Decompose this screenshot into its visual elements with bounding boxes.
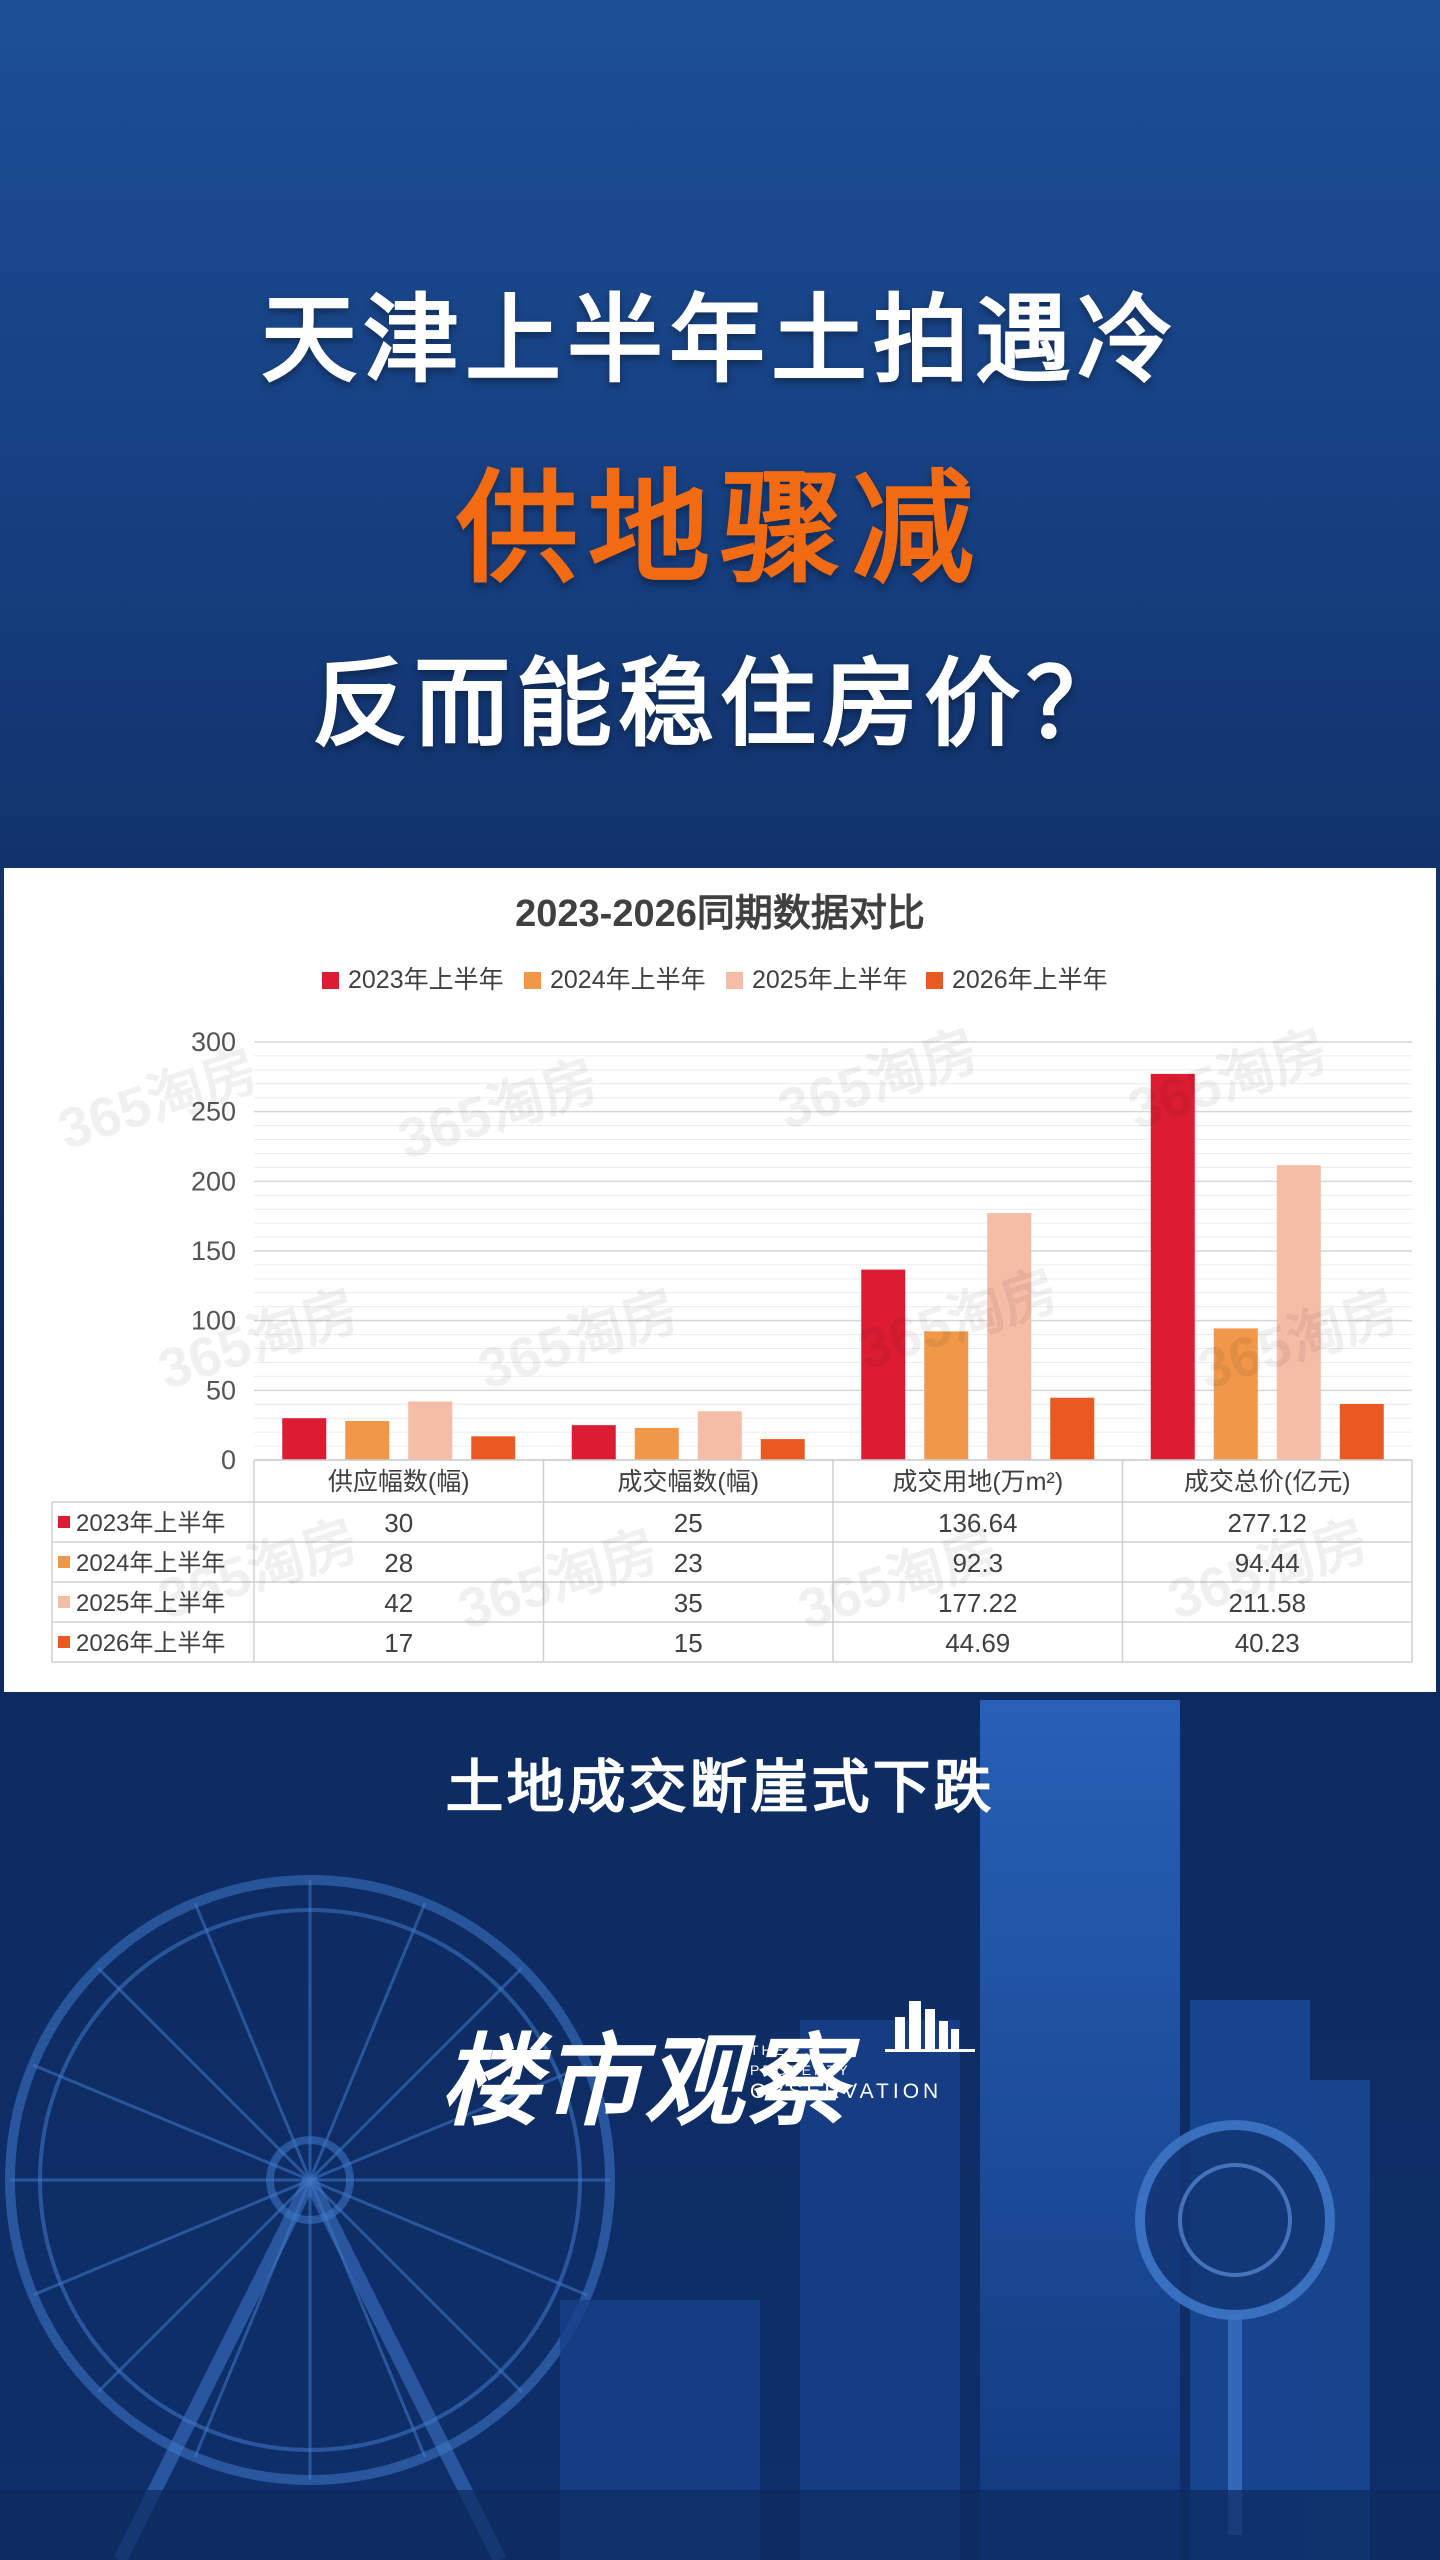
legend-label-2: 2024年上半年 xyxy=(550,966,706,994)
table-row-label: 2025年上半年 xyxy=(76,1590,225,1617)
bar xyxy=(697,1411,742,1460)
watermark-text: 365淘房 xyxy=(51,1038,266,1161)
y-tick-label: 0 xyxy=(221,1445,236,1475)
city-skyline-background xyxy=(0,1700,1440,2560)
brand-en-property: PROPERTY xyxy=(750,2062,851,2078)
bar xyxy=(408,1401,453,1460)
chart-svg: 2023-2026同期数据对比 2023年上半年 2024年上半年 2025年上半年 2… xyxy=(51,893,1413,1663)
legend-swatch-2 xyxy=(524,972,541,989)
table-cell: 35 xyxy=(674,1588,703,1618)
legend-label-3: 2025年上半年 xyxy=(752,966,908,994)
bar xyxy=(282,1418,327,1460)
bar xyxy=(1213,1328,1258,1460)
table-row-label: 2026年上半年 xyxy=(76,1630,225,1657)
table-header: 成交幅数(幅) xyxy=(617,1468,759,1496)
table-cell: 25 xyxy=(674,1508,703,1538)
table-cell: 44.69 xyxy=(945,1628,1010,1658)
bar xyxy=(1150,1073,1195,1460)
clock-icon xyxy=(1135,2120,1335,2535)
table-cell: 23 xyxy=(674,1548,703,1578)
y-tick-label: 50 xyxy=(206,1375,236,1405)
table-cell: 15 xyxy=(674,1628,703,1658)
table-cell: 42 xyxy=(384,1588,413,1618)
ferris-wheel-icon xyxy=(5,1875,615,2560)
table-cell: 136.64 xyxy=(938,1508,1018,1538)
table-header: 供应幅数(幅) xyxy=(328,1468,470,1496)
brand-en-observation: OBSERVATION xyxy=(750,2080,943,2103)
table-row-swatch xyxy=(58,1516,70,1528)
bar xyxy=(634,1427,679,1460)
table-cell: 277.12 xyxy=(1227,1508,1307,1538)
table-row-swatch xyxy=(58,1636,70,1648)
bar xyxy=(471,1436,516,1460)
table-cell: 40.23 xyxy=(1235,1628,1300,1658)
table-row-swatch xyxy=(58,1556,70,1568)
table-row-swatch xyxy=(58,1596,70,1608)
bar xyxy=(345,1420,390,1460)
building-logo-icon xyxy=(885,2001,975,2052)
watermark-text: 365淘房 xyxy=(391,1048,606,1171)
caption-text: 土地成交断崖式下跌 xyxy=(445,1753,995,1821)
headline-line3: 反而能稳住房价？ xyxy=(312,648,1128,760)
table-cell: 94.44 xyxy=(1235,1548,1300,1578)
watermark-text: 365淘房 xyxy=(151,1278,366,1401)
y-tick-label: 250 xyxy=(191,1097,236,1127)
table-row-label: 2023年上半年 xyxy=(76,1510,225,1537)
headline-line1: 天津上半年土拍遇冷 xyxy=(261,284,1179,396)
table-cell: 177.22 xyxy=(938,1588,1018,1618)
y-tick-label: 100 xyxy=(191,1306,236,1336)
table-cell: 92.3 xyxy=(952,1548,1003,1578)
bar xyxy=(1276,1165,1321,1460)
headline-line2: 供地骤减 xyxy=(456,458,984,600)
table-header: 成交用地(万m²) xyxy=(892,1468,1063,1496)
chart-card: 2023-2026同期数据对比 2023年上半年 2024年上半年 2025年上半年 2… xyxy=(4,868,1436,1692)
y-tick-label: 300 xyxy=(191,1027,236,1057)
table-cell: 30 xyxy=(384,1508,413,1538)
bar xyxy=(1339,1403,1384,1460)
legend-label-4: 2026年上半年 xyxy=(952,966,1108,994)
bar xyxy=(571,1425,616,1460)
legend-label-1: 2023年上半年 xyxy=(348,966,504,994)
brand-logo-text: 楼市观察 xyxy=(440,2022,848,2140)
watermark-text: 365淘房 xyxy=(771,1018,986,1141)
legend-swatch-1 xyxy=(322,972,339,989)
bar xyxy=(924,1331,969,1460)
legend-swatch-3 xyxy=(726,972,743,989)
table-cell: 211.58 xyxy=(1228,1588,1306,1618)
bar xyxy=(861,1269,906,1460)
tower-buildings xyxy=(560,1700,1370,2560)
brand-en-the: THE xyxy=(750,2042,787,2058)
y-tick-label: 150 xyxy=(191,1236,236,1266)
table-row-label: 2024年上半年 xyxy=(76,1550,225,1577)
bar xyxy=(1050,1397,1095,1460)
bar xyxy=(987,1213,1032,1460)
chart-title: 2023-2026同期数据对比 xyxy=(515,893,925,935)
table-cell: 17 xyxy=(384,1628,413,1658)
table-header: 成交总价(亿元) xyxy=(1184,1468,1351,1496)
table-cell: 28 xyxy=(384,1548,413,1578)
watermark-text: 365淘房 xyxy=(1121,1018,1336,1141)
bar xyxy=(760,1439,805,1460)
watermark-text: 365淘房 xyxy=(471,1278,686,1401)
y-tick-label: 200 xyxy=(191,1166,236,1196)
legend-swatch-4 xyxy=(926,972,943,989)
